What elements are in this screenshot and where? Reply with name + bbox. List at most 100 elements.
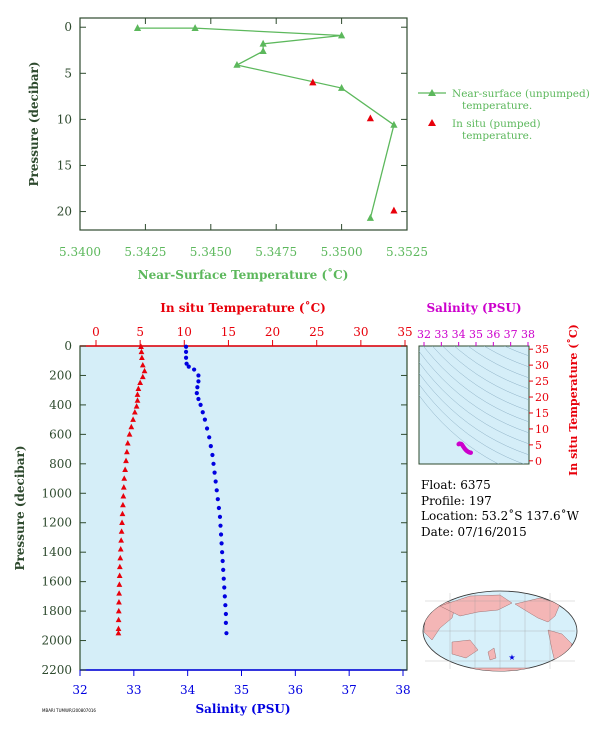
temperature-tick-label: 20 [265,325,280,339]
unpumped-temperature-point [338,31,346,39]
ts-temperature-title: In situ Temperature (˚C) [567,324,580,476]
salinity-profile-point [184,361,189,366]
salinity-tick-label: 38 [395,683,410,697]
density-contour [419,383,525,464]
temperature-profile-point [138,343,144,349]
ts-temperature-tick-label: 20 [535,391,549,404]
near-surface-x-tick-label: 5.3525 [386,245,428,259]
profile-y-axis-label: Pressure (decibar) [13,445,27,570]
density-contour [419,372,529,456]
temperature-profile-point [115,616,122,623]
salinity-profile-point [194,391,199,396]
near-surface-x-axis-label: Near-Surface Temperature (˚C) [138,267,349,282]
pressure-tick-label: 1400 [41,545,72,559]
salinity-profile-point [192,367,197,372]
salinity-profile-point [211,461,216,466]
salinity-profile-point [186,364,191,369]
density-contour [483,346,529,368]
temperature-profile-point [133,403,140,409]
salinity-profile-point [223,603,228,608]
salinity-profile-point [220,558,225,564]
ts-plot-frame [418,345,530,465]
legend-pumped-label-2: temperature. [462,130,532,142]
salinity-tick-label: 34 [180,683,196,697]
salinity-profile-point [195,385,200,390]
profile-panel: 0200400600800100012001400160018002000220… [13,300,413,716]
salinity-profile-point [218,532,224,537]
salinity-profile-point [216,505,221,511]
salinity-profile-point [183,344,189,349]
salinity-profile-point [215,497,220,502]
ts-temperature-tick-label: 35 [535,343,549,356]
temperature-tick-label: 5 [136,325,144,339]
ts-salinity-tick-label: 32 [417,328,431,341]
density-contours [419,346,529,464]
legend-unpumped-marker [428,89,436,96]
ts-salinity-title: Salinity (PSU) [426,301,521,315]
salinity-profile-point [221,567,226,572]
ts-temperature-tick-label: 5 [535,439,542,452]
salinity-profile-point [198,402,203,408]
float-info: Float: 6375 Profile: 197 Location: 53.2˚… [421,478,579,540]
ts-temperature-tick-label: 10 [535,423,549,436]
ts-salinity-ticks: 32 33 34 35 36 37 38 [417,328,535,346]
temperature-profile-point [115,607,122,614]
pressure-tick-label: 0 [64,339,72,353]
ts-point [468,450,473,455]
temperature-profile-point [126,431,133,437]
salinity-profile-point [222,585,227,590]
salinity-tick-label: 35 [234,683,249,697]
pumped-temperature-markers [309,78,398,214]
temperature-profile-point [128,423,135,430]
salinity-profile-point [218,523,223,528]
temperature-profile-point [138,348,145,355]
profile-date: Date: 07/16/2015 [421,524,527,539]
temperature-profile-point [139,354,145,361]
temperature-profile-point [119,510,126,517]
salinity-profile-point [224,631,229,636]
salinity-profile-point [213,479,218,484]
temperature-profile-point [120,484,127,490]
map-land-australia [451,639,479,659]
temperature-profile-point [116,581,123,587]
temperature-profile-point [122,466,129,472]
temperature-profile-point [116,599,122,605]
density-contour [419,350,529,434]
pressure-tick-label: 2200 [41,663,72,677]
salinity-profile-markers [183,344,229,636]
map-land-north-america [514,597,561,623]
temperature-profile-point [139,361,146,368]
salinity-profile-point [220,550,225,555]
density-contour [419,394,500,464]
temperature-tick-label: 30 [353,325,368,339]
salinity-profile-point [214,488,219,493]
float-location: Location: 53.2˚S 137.6˚W [421,509,579,523]
unpumped-temperature-point [233,61,241,68]
density-contour [423,346,529,423]
near-surface-y-tick-label: 20 [57,205,72,219]
salinity-tick-label: 36 [288,683,303,697]
pressure-tick-label: 1800 [41,604,72,618]
salinity-profile-point [222,594,227,599]
temperature-profile-point [120,493,127,499]
temperature-profile-point [139,373,146,380]
temperature-profile-point [117,546,124,552]
location-map: ★ [422,590,578,672]
temperature-profile-point [137,379,144,386]
salinity-profile-point [207,435,212,440]
density-contour [504,346,529,357]
temperature-profile-point [130,416,136,422]
pressure-tick-label: 600 [49,427,72,441]
profile-temperature-ticks: 0 5 10 15 20 25 30 35 [92,325,413,346]
ts-temperature-tick-label: 15 [535,407,549,420]
temperature-profile-point [119,519,125,525]
temperature-profile-point [124,440,131,446]
temperature-tick-label: 15 [221,325,236,339]
ts-temperature-tick-label: 30 [535,359,549,372]
pressure-tick-label: 1600 [41,575,72,589]
salinity-profile-point [208,444,213,449]
temperature-profile-point [118,528,125,534]
near-surface-y-tick-label: 5 [64,66,72,80]
pressure-tick-label: 1200 [41,516,72,530]
